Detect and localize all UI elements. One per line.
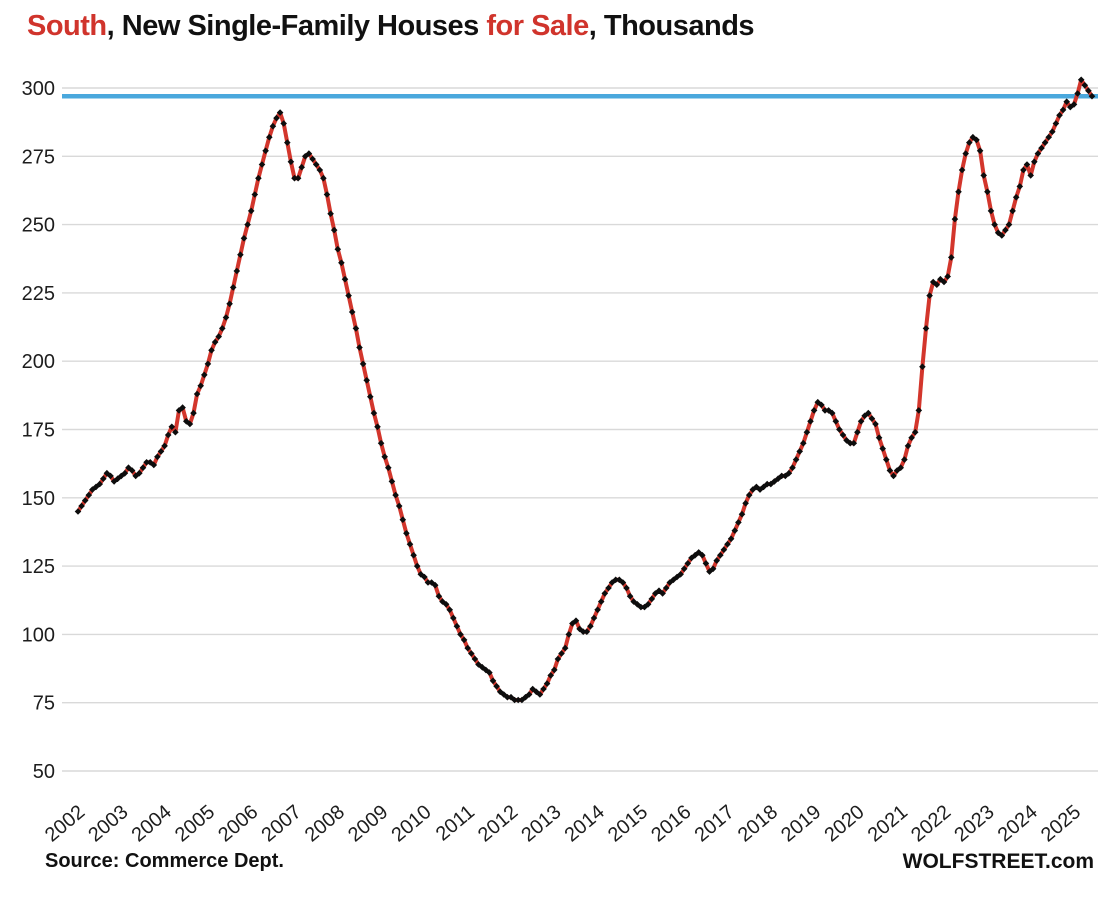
x-tick-label-2024: 2024	[994, 801, 1042, 846]
x-tick-label-2002: 2002	[41, 801, 89, 846]
y-tick-label-100: 100	[22, 624, 55, 646]
y-tick-label-75: 75	[33, 693, 55, 715]
y-tick-label-225: 225	[22, 283, 55, 305]
y-tick-label-175: 175	[22, 420, 55, 442]
brand-watermark: WOLFSTREET.com	[902, 850, 1094, 873]
chart-title: South, New Single-Family Houses for Sale…	[27, 10, 755, 43]
series-markers	[74, 76, 1096, 704]
title-segment-units: , Thousands	[588, 10, 755, 42]
y-tick-label-125: 125	[22, 556, 55, 578]
gridlines	[62, 87, 1098, 772]
x-tick-label-2013: 2013	[517, 801, 565, 846]
x-tick-label-2007: 2007	[257, 801, 305, 846]
x-tick-label-2016: 2016	[647, 801, 695, 846]
y-tick-label-275: 275	[22, 146, 55, 168]
x-tick-label-2019: 2019	[777, 801, 825, 846]
x-tick-label-2022: 2022	[907, 801, 955, 846]
x-tick-label-2009: 2009	[344, 801, 392, 846]
x-tick-label-2014: 2014	[561, 801, 609, 846]
x-axis-labels: 2002200320042005200620072008200920102011…	[41, 801, 1085, 846]
x-tick-label-2023: 2023	[950, 801, 998, 846]
y-axis-labels: 300 275 250 225 200 175 150 125 100 75 50	[22, 78, 55, 783]
y-tick-label-250: 250	[22, 215, 55, 237]
title-segment-main: , New Single-Family Houses	[106, 10, 487, 42]
x-tick-label-2017: 2017	[691, 801, 739, 846]
series-line	[76, 77, 1094, 702]
y-tick-label-150: 150	[22, 488, 55, 510]
x-tick-label-2020: 2020	[820, 801, 868, 846]
x-tick-label-2025: 2025	[1037, 801, 1085, 846]
title-segment-forsale: for Sale	[486, 10, 589, 42]
title-segment-region: South	[27, 10, 107, 42]
y-tick-label-50: 50	[33, 761, 55, 783]
x-tick-label-2012: 2012	[474, 801, 522, 846]
y-tick-label-300: 300	[22, 78, 55, 100]
x-tick-label-2011: 2011	[432, 801, 479, 846]
x-tick-label-2018: 2018	[734, 801, 782, 846]
y-tick-label-200: 200	[22, 351, 55, 373]
x-tick-label-2010: 2010	[387, 801, 435, 846]
x-tick-label-2015: 2015	[604, 801, 652, 846]
x-tick-label-2021: 2021	[864, 801, 912, 846]
x-tick-label-2003: 2003	[84, 801, 132, 846]
x-tick-label-2004: 2004	[128, 801, 176, 846]
source-note: Source: Commerce Dept.	[45, 850, 284, 872]
x-tick-label-2006: 2006	[214, 801, 262, 846]
x-tick-label-2008: 2008	[301, 801, 349, 846]
x-tick-label-2005: 2005	[171, 801, 219, 846]
